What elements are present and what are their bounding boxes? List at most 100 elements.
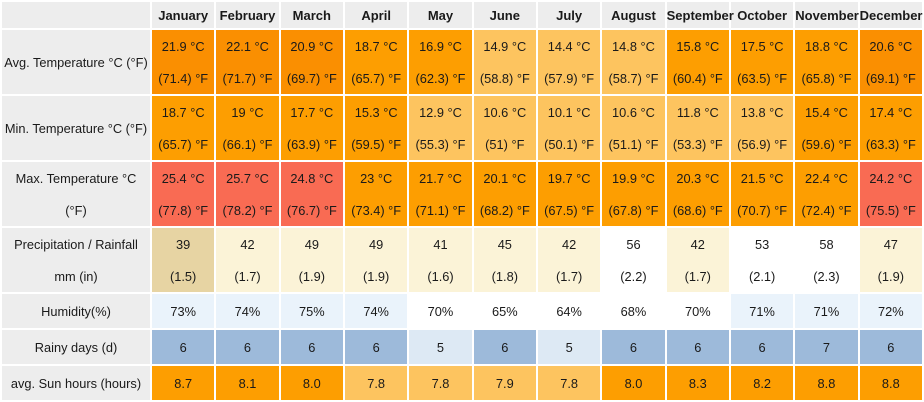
cell-value: (69.1) °F [865, 70, 916, 86]
cell-value: (1.6) [427, 268, 454, 284]
cell-value: 68% [620, 303, 647, 319]
data-cell-sun-hours-september: 8.3 [666, 366, 729, 400]
data-cell-humidity-april: 74% [344, 294, 408, 328]
cell-value: 21.9 °C [161, 38, 205, 54]
data-cell-rainy-days-may: 5 [409, 330, 472, 364]
data-cell-min-temperature-march: 17.7 °C (63.9) °F [280, 96, 343, 160]
cell-value: 72% [877, 303, 904, 319]
cell-value: 42 [240, 236, 255, 252]
data-cell-avg-temperature-october: 17.5 °C (63.5) °F [730, 30, 794, 94]
data-cell-sun-hours-march: 8.0 [280, 366, 343, 400]
data-cell-min-temperature-april: 15.3 °C (59.5) °F [344, 96, 408, 160]
cell-value: 45 [497, 236, 512, 252]
cell-value: 24.2 °C [869, 170, 913, 186]
data-cell-max-temperature-june: 20.1 °C (68.2) °F [473, 162, 536, 226]
cell-value: (60.4) °F [672, 70, 723, 86]
row-label-humidity: Humidity(%) [2, 294, 150, 328]
data-cell-rainy-days-july: 5 [537, 330, 601, 364]
cell-value: 18.8 °C [805, 38, 848, 54]
cell-value: (59.5) °F [351, 136, 402, 152]
data-cell-min-temperature-january: 18.7 °C (65.7) °F [152, 96, 215, 160]
cell-value: (1.9) [298, 268, 325, 284]
data-cell-max-temperature-july: 19.7 °C (67.5) °F [537, 162, 601, 226]
data-cell-max-temperature-march: 24.8 °C (76.7) °F [280, 162, 343, 226]
cell-value: (1.7) [555, 268, 583, 284]
cell-value: 19.9 °C [612, 170, 655, 186]
row-label-text: Min. Temperature °C (°F) [4, 120, 148, 136]
cell-value: (59.6) °F [801, 136, 852, 152]
cell-value: (1.7) [684, 268, 711, 284]
cell-value: 41 [433, 236, 448, 252]
cell-value: 7.8 [431, 375, 450, 391]
cell-value: 22.4 °C [805, 170, 848, 186]
data-cell-sun-hours-february: 8.1 [216, 366, 279, 400]
cell-value: (63.9) °F [286, 136, 337, 152]
data-cell-avg-temperature-january: 21.9 °C (71.4) °F [152, 30, 215, 94]
data-cell-humidity-october: 71% [730, 294, 794, 328]
row-label-text: avg. Sun hours (hours) [10, 375, 142, 391]
cell-value: 25.4 °C [161, 170, 205, 186]
data-cell-sun-hours-october: 8.2 [730, 366, 794, 400]
cell-value: 14.9 °C [483, 38, 527, 54]
month-header-february: February [216, 2, 279, 28]
cell-value: 65% [491, 303, 518, 319]
cell-value: (1.8) [491, 268, 518, 284]
cell-value: (2.1) [748, 268, 776, 284]
data-cell-precipitation-january: 39 (1.5) [152, 228, 215, 292]
data-cell-max-temperature-april: 23 °C (73.4) °F [344, 162, 408, 226]
data-cell-precipitation-may: 41 (1.6) [409, 228, 472, 292]
month-header-june: June [473, 2, 536, 28]
data-cell-avg-temperature-july: 14.4 °C (57.9) °F [537, 30, 601, 94]
table-corner-cell [2, 2, 150, 28]
data-cell-avg-temperature-april: 18.7 °C (65.7) °F [344, 30, 408, 94]
cell-value: (55.3) °F [415, 136, 466, 152]
row-label-text: Precipitation / Rainfall [14, 236, 138, 252]
cell-value: 14.4 °C [547, 38, 591, 54]
data-cell-rainy-days-june: 6 [473, 330, 536, 364]
cell-value: (68.2) °F [479, 202, 530, 218]
table-row-min-temperature: Min. Temperature °C (°F) 18.7 °C (65.7) °F… [2, 96, 922, 160]
month-header-april: April [344, 2, 408, 28]
data-cell-avg-temperature-december: 20.6 °C (69.1) °F [859, 30, 922, 94]
cell-value: 49 [304, 236, 319, 252]
row-label-max-temperature: Max. Temperature °C (°F) [2, 162, 150, 226]
data-cell-sun-hours-november: 8.8 [795, 366, 858, 400]
cell-value: (73.4) °F [351, 202, 402, 218]
data-cell-rainy-days-august: 6 [602, 330, 665, 364]
cell-value: 25.7 °C [226, 170, 269, 186]
data-cell-precipitation-august: 56 (2.2) [602, 228, 665, 292]
cell-value: 13.8 °C [740, 104, 784, 120]
month-header-january: January [152, 2, 215, 28]
cell-value: 6 [308, 339, 316, 355]
row-label-text: Avg. Temperature °C (°F) [4, 54, 148, 70]
cell-value: 74% [234, 303, 261, 319]
cell-value: (2.2) [620, 268, 647, 284]
data-cell-precipitation-october: 53 (2.1) [730, 228, 794, 292]
cell-value: (2.3) [813, 268, 840, 284]
cell-value: (51) °F [485, 136, 525, 152]
data-cell-min-temperature-september: 11.8 °C (53.3) °F [666, 96, 729, 160]
cell-value: (77.8) °F [158, 202, 209, 218]
cell-value: 20.6 °C [869, 38, 913, 54]
data-cell-humidity-march: 75% [280, 294, 343, 328]
cell-value: 5 [565, 339, 573, 355]
cell-value: 73% [170, 303, 196, 319]
month-header-march: March [280, 2, 343, 28]
data-cell-avg-temperature-march: 20.9 °C (69.7) °F [280, 30, 343, 94]
cell-value: 49 [369, 236, 384, 252]
cell-value: (56.9) °F [737, 136, 788, 152]
row-label-rainy-days: Rainy days (d) [2, 330, 150, 364]
data-cell-sun-hours-april: 7.8 [344, 366, 408, 400]
cell-value: (63.3) °F [865, 136, 916, 152]
cell-value: 8.0 [624, 375, 643, 391]
cell-value: (63.5) °F [737, 70, 788, 86]
cell-value: 64% [556, 303, 582, 319]
data-cell-precipitation-july: 42 (1.7) [537, 228, 601, 292]
data-cell-sun-hours-june: 7.9 [473, 366, 536, 400]
data-cell-min-temperature-february: 19 °C (66.1) °F [216, 96, 279, 160]
cell-value: 24.8 °C [290, 170, 334, 186]
row-label-text: Rainy days (d) [34, 339, 118, 355]
cell-value: (70.7) °F [737, 202, 788, 218]
cell-value: 18.7 °C [354, 38, 398, 54]
